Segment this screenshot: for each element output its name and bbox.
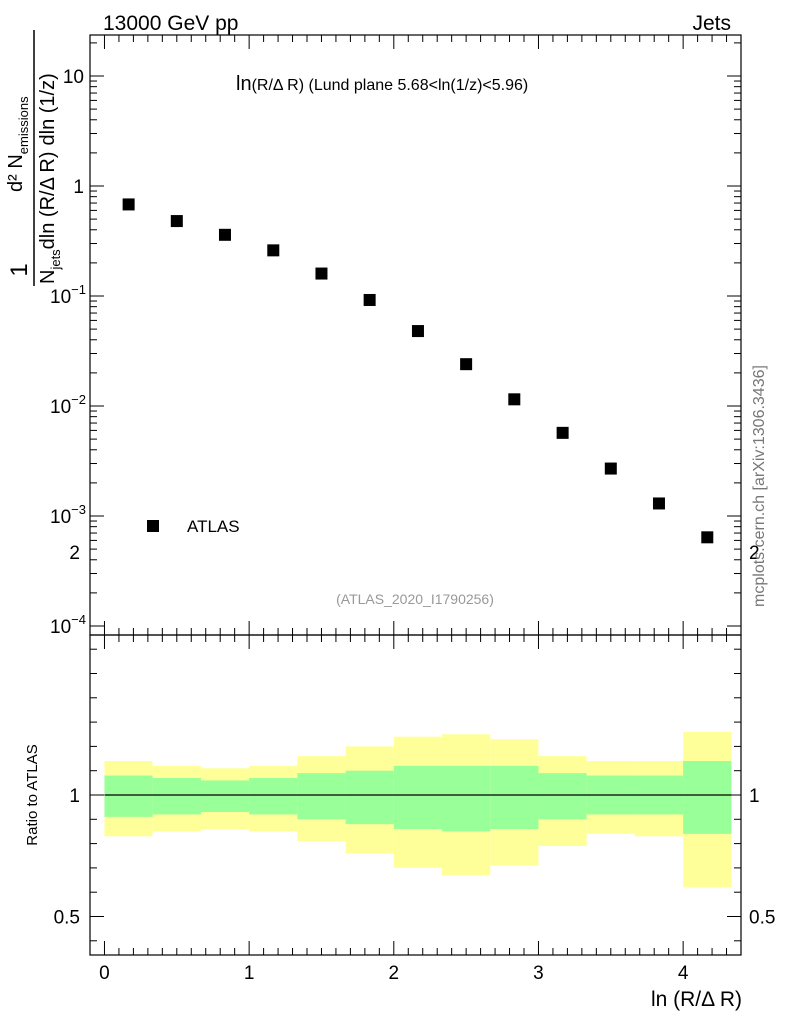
x-tick-label: 3 [533,963,544,984]
ratio-y-tick-label: 1 [69,786,80,807]
stat-band-bin [104,775,153,817]
data-point [701,531,714,544]
stat-band-bin [152,777,201,815]
stat-band-bin [249,777,298,815]
data-point [460,358,473,371]
analysis-label: (ATLAS_2020_I1790256) [336,591,494,607]
data-point [411,325,424,338]
main-y-tick-label: 10−1 [50,282,86,308]
data-point [122,198,135,211]
ratio-y-tick-label: 2 [69,543,80,564]
observable-title: ln(R/Δ R) (Lund plane 5.68<ln(1/z)<5.96) [236,73,528,95]
stat-band-bin [490,765,539,830]
ylabel-dln: dln (R/Δ R) [37,151,59,249]
stat-band-bin [393,765,442,830]
data-point [508,393,521,406]
observable-title-rest: (Lund plane 5.68<ln(1/z)<5.96) [304,77,528,94]
ylabel-dlnz: dln (1/z) [37,73,59,145]
observable-title-main: ln [236,73,252,95]
ylabel-d2: d² N [5,154,27,192]
ylabel-numerator: d² Nemissions [5,96,31,192]
stat-band-bin [441,765,491,832]
ylabel-jets: jets [48,249,63,271]
axes: 10 1 10−1 10−2 10−3 10−4 0 1 2 3 4 0.5 0.5 1 1 2 2 [50,34,775,984]
main-ylabel: 1 Njetsdln (R/Δ R) dln (1/z) d² Nemission… [5,30,63,286]
data-point [604,462,617,475]
x-axis-label: ln (R/Δ R) [651,988,742,1011]
ylabel-denominator: Njetsdln (R/Δ R) dln (1/z) [37,73,63,284]
watermark: mcplots.cern.ch [arXiv:1306.3436] [751,365,768,607]
x-tick-label: 2 [389,963,400,984]
stat-band-bin [345,770,394,825]
ratio-ylabel: Ratio to ATLAS [24,744,41,845]
category-label: Jets [692,12,731,35]
stat-band-bin [683,760,732,834]
stat-band-bin [538,773,587,820]
main-y-tick-label: 1 [73,177,84,198]
observable-title-paren: (R/Δ R) [252,77,304,94]
data-point [315,267,328,280]
ylabel-one: 1 [6,263,33,276]
data-point [363,293,376,306]
main-y-tick-label: 10−2 [50,392,86,418]
ratio-y-tick-label: 0.5 [54,908,80,929]
data-point [170,215,183,228]
ratio-y-tick-label-right: 1 [749,786,760,807]
x-tick-label: 1 [244,963,255,984]
ylabel-emissions: emissions [16,96,31,154]
ratio-bands [104,731,732,888]
ratio-y-tick-label-right: 2 [749,543,760,564]
data-points [122,198,714,544]
data-point [267,244,280,257]
main-y-tick-label: 10 [63,67,84,88]
x-tick-label: 0 [99,963,110,984]
ratio-y-tick-label-right: 0.5 [749,908,775,929]
ylabel-n: N [37,270,59,284]
stat-band-bin [200,780,250,813]
data-point [652,497,665,510]
energy-label: 13000 GeV pp [103,12,238,35]
data-point [218,228,231,241]
legend-label: ATLAS [187,517,240,536]
stat-band-bin [297,773,346,820]
data-point [556,426,569,439]
x-tick-label: 4 [678,963,689,984]
main-y-tick-label: 10−3 [50,502,86,528]
main-y-tick-label: 10−4 [50,612,86,638]
legend-marker [147,520,159,532]
